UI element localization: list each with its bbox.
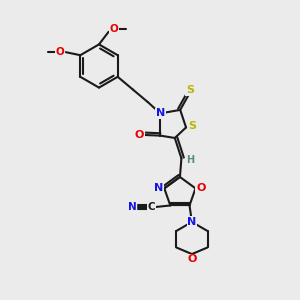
Text: N: N <box>156 108 165 118</box>
Text: H: H <box>186 155 194 165</box>
Text: C: C <box>147 202 155 212</box>
Text: S: S <box>186 85 194 95</box>
Text: N: N <box>187 217 196 227</box>
Text: O: O <box>56 47 64 57</box>
Text: O: O <box>196 183 206 193</box>
Text: N: N <box>154 183 164 193</box>
Text: O: O <box>187 254 196 265</box>
Text: S: S <box>189 121 196 131</box>
Text: N: N <box>128 202 136 212</box>
Text: O: O <box>110 24 118 34</box>
Text: O: O <box>135 130 144 140</box>
